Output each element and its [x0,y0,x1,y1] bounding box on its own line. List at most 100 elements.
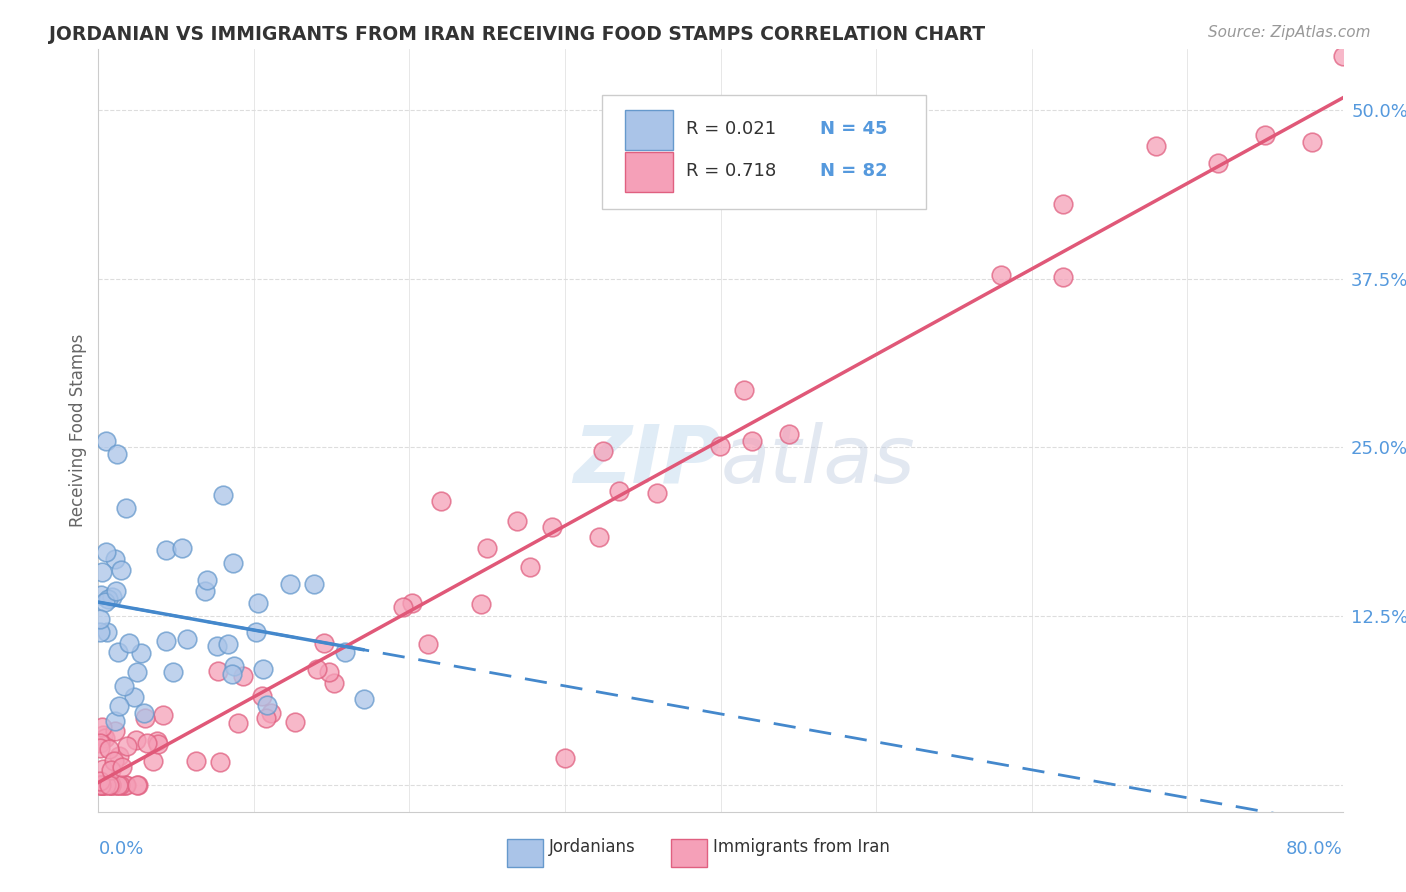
Point [506,515,529,529]
Point [101,590,124,604]
Point [709,440,731,454]
Point [278,577,301,591]
Point [89,624,111,639]
Point [322,675,344,690]
Y-axis label: Receiving Food Stamps: Receiving Food Stamps [69,334,87,527]
Point [592,444,614,458]
Text: atlas: atlas [721,422,915,500]
Point [252,662,274,676]
Point [207,664,229,678]
Text: N = 45: N = 45 [820,120,887,138]
Point [115,501,138,516]
Point [93,778,115,792]
Point [104,714,127,728]
Point [105,583,128,598]
Point [470,598,492,612]
Point [125,778,148,792]
Point [107,778,129,792]
Point [89,612,111,626]
Point [89,778,111,792]
Text: R = 0.718: R = 0.718 [686,162,776,180]
Point [108,698,131,713]
Point [132,706,155,721]
Point [256,698,278,712]
Point [302,576,325,591]
Point [125,732,148,747]
Text: Jordanians: Jordanians [548,838,636,856]
Text: Immigrants from Iran: Immigrants from Iran [713,838,890,856]
Point [247,596,270,610]
Point [152,707,174,722]
Point [990,268,1012,282]
Point [104,723,127,738]
Point [94,545,117,559]
Point [429,494,451,508]
Point [89,736,111,750]
Point [1206,156,1229,170]
Text: Source: ZipAtlas.com: Source: ZipAtlas.com [1208,25,1371,40]
FancyBboxPatch shape [624,152,673,192]
Point [108,778,131,792]
Point [392,599,415,614]
Point [118,636,141,650]
Point [91,565,114,579]
Point [333,645,356,659]
Point [94,778,117,792]
Point [124,690,146,704]
Point [588,530,610,544]
Point [307,661,329,675]
Point [172,541,194,556]
Point [211,487,233,501]
Point [90,778,112,792]
Point [554,750,576,764]
Point [112,679,135,693]
Point [284,714,307,729]
Point [127,778,149,792]
Point [110,563,132,577]
Point [607,483,630,498]
Point [778,426,800,441]
Point [97,592,120,607]
Point [475,541,498,555]
Point [245,625,267,640]
Point [90,588,112,602]
Point [108,749,131,764]
Point [91,720,114,734]
Point [176,632,198,646]
Point [145,734,167,748]
Point [100,778,122,792]
Point [184,755,207,769]
Point [141,755,163,769]
Point [111,760,134,774]
Point [1254,128,1277,143]
Point [741,434,763,448]
Text: JORDANIAN VS IMMIGRANTS FROM IRAN RECEIVING FOOD STAMPS CORRELATION CHART: JORDANIAN VS IMMIGRANTS FROM IRAN RECEIV… [49,25,986,44]
Point [259,706,281,721]
Point [194,583,217,598]
Point [91,728,114,742]
Point [115,739,138,754]
Point [318,665,340,679]
Point [254,711,277,725]
Text: 0.0%: 0.0% [98,839,143,858]
Point [100,778,122,792]
Point [733,384,755,398]
Point [217,637,239,651]
Point [418,637,440,651]
Point [105,778,128,792]
Point [1052,197,1074,211]
Point [91,778,114,792]
Point [312,636,335,650]
Point [111,778,134,792]
Point [1301,135,1323,149]
Point [94,595,117,609]
Point [401,596,423,610]
Point [1144,139,1167,153]
Point [162,665,184,680]
Point [134,711,156,725]
Point [100,763,122,777]
Point [98,742,121,756]
Point [232,668,254,682]
Point [353,692,375,706]
FancyBboxPatch shape [671,839,707,867]
